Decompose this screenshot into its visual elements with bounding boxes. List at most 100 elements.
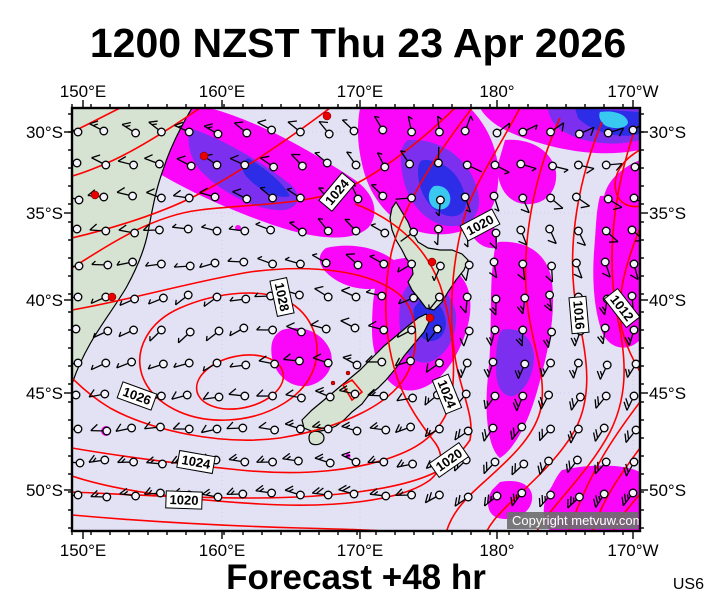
wind-barb-half-feather xyxy=(314,151,320,154)
wind-barb xyxy=(370,223,390,238)
wind-barb-feather xyxy=(287,120,297,123)
wind-barb-feather xyxy=(590,127,595,136)
wind-barb-feather xyxy=(512,493,516,503)
station-circle xyxy=(73,358,83,368)
station-circle xyxy=(268,391,278,401)
station-circle xyxy=(379,391,389,401)
wind-barb xyxy=(121,121,141,138)
wind-barb xyxy=(367,388,389,401)
station-circle xyxy=(489,257,499,267)
lat-label-right-45s: 45°S xyxy=(649,384,686,403)
wind-barb xyxy=(142,223,164,235)
lat-label-right-40s: 40°S xyxy=(649,291,686,310)
wind-barb-feather xyxy=(142,223,151,231)
wind-barb-feather xyxy=(91,154,101,159)
station-circle xyxy=(100,455,110,465)
wind-barb xyxy=(176,155,196,171)
station-circle xyxy=(212,226,222,236)
wind-barb-feather xyxy=(601,272,611,278)
station-circle xyxy=(603,194,613,204)
wind-barb xyxy=(565,455,582,474)
wind-barb-half-feather xyxy=(254,292,259,298)
wind-barb-feather xyxy=(618,127,625,137)
wind-barb-feather xyxy=(483,399,487,409)
wind-barb-feather xyxy=(488,272,498,279)
wind-barb xyxy=(173,358,194,368)
wind-barb xyxy=(483,357,498,378)
station-circle xyxy=(627,291,637,301)
wind-barb-feather xyxy=(61,223,67,230)
station-circle xyxy=(185,261,195,271)
station-circle xyxy=(407,325,417,335)
wind-barb xyxy=(601,160,623,171)
station-circle xyxy=(212,160,222,170)
wind-barb-half-feather xyxy=(428,304,430,310)
wind-barb xyxy=(146,188,166,203)
wind-barb-half-feather xyxy=(207,126,213,129)
wind-barb-half-feather xyxy=(202,366,206,372)
wind-barb xyxy=(255,484,277,498)
wind-barb-feather xyxy=(256,455,264,463)
isobar-label-box xyxy=(431,373,463,415)
wind-barb-feather xyxy=(545,275,553,283)
station-circle xyxy=(214,392,224,402)
wind-barb xyxy=(365,355,387,367)
isobar-label-box xyxy=(269,277,295,317)
station-circle xyxy=(158,293,168,303)
wind-barb-half-feather xyxy=(92,123,99,127)
station-circle xyxy=(186,161,196,171)
wind-barb-feather xyxy=(510,496,513,506)
wind-barb xyxy=(460,115,474,136)
wind-barb xyxy=(516,293,530,315)
wind-barb-feather xyxy=(592,432,597,442)
wind-barb-feather xyxy=(284,419,294,425)
wind-barb-half-feather xyxy=(342,388,348,392)
wind-barb xyxy=(394,422,416,434)
wind-barb-feather xyxy=(567,434,572,444)
wind-barb xyxy=(621,488,638,507)
station-circle xyxy=(600,323,610,333)
wind-barb xyxy=(149,325,166,342)
wind-barb-half-feather xyxy=(90,364,94,370)
axis-left: 30°S 35°S 40°S 45°S 50°S xyxy=(26,123,63,500)
wind-barb xyxy=(460,260,474,282)
station-circle xyxy=(631,359,640,369)
wind-barb xyxy=(311,487,333,500)
station-circle xyxy=(462,358,472,368)
station-circle xyxy=(294,290,304,300)
station-circle xyxy=(155,488,165,498)
wind-barb-feather xyxy=(459,305,467,314)
wind-barb xyxy=(537,390,554,410)
wind-barb xyxy=(232,188,252,204)
wind-barb-feather xyxy=(395,488,403,496)
lon-label-bottom-150e: 150°E xyxy=(60,541,107,560)
station-circle xyxy=(240,391,250,401)
wind-barb-half-feather xyxy=(173,262,179,268)
lat-label-right-35s: 35°S xyxy=(649,204,686,223)
wind-barb-feather xyxy=(341,451,351,456)
wind-barb-half-feather xyxy=(518,337,523,343)
wind-barb-feather xyxy=(311,420,320,428)
wind-barb xyxy=(317,217,333,236)
wind-barb-half-feather xyxy=(371,458,376,463)
wind-barb-feather xyxy=(459,337,465,347)
isobar-label-value: 1016 xyxy=(570,300,587,330)
wind-barb xyxy=(367,455,389,467)
wind-barb-half-feather xyxy=(517,370,521,376)
wind-barb xyxy=(538,490,556,508)
station-circle xyxy=(185,327,195,337)
station-circle xyxy=(156,193,166,203)
wind-barb-half-feather xyxy=(486,400,489,406)
wind-barb-feather xyxy=(489,242,497,250)
wind-barb-half-feather xyxy=(229,296,234,302)
station-circle xyxy=(462,292,472,302)
wind-barb-feather xyxy=(623,493,627,503)
wind-barb xyxy=(511,459,529,476)
wind-barb xyxy=(594,391,611,409)
station-circle xyxy=(99,192,109,202)
wind-barb xyxy=(629,259,639,281)
wind-barb-half-feather xyxy=(431,275,435,281)
wind-barb xyxy=(574,126,595,139)
land-layer xyxy=(72,108,469,446)
